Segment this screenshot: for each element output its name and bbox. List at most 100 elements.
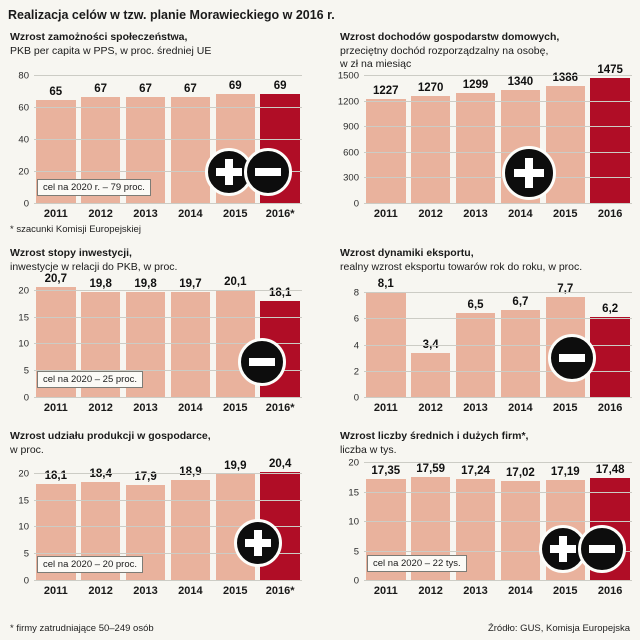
gridline — [364, 521, 632, 522]
x-axis: 2011 2012 2013 2014 2015 2016 — [338, 204, 632, 220]
y-axis-tick-label: 8 — [353, 287, 359, 299]
y-axis-tick-label: 1200 — [337, 96, 359, 108]
x-axis-labels: 2011 2012 2013 2014 2015 2016 — [364, 204, 632, 220]
chart-title-line: liczba w tys. — [340, 443, 397, 456]
bar-value-label: 65 — [49, 86, 63, 98]
x-axis-label: 2015 — [553, 585, 578, 597]
bar-value-label: 20,4 — [268, 457, 292, 470]
x-axis-label: 2015 — [223, 208, 248, 220]
x-axis-labels: 2011 2012 2013 2014 2015 2016* — [34, 581, 302, 597]
gridline — [34, 397, 302, 398]
x-axis-label: 2014 — [508, 402, 533, 414]
y-axis-tick-label: 20 — [18, 166, 29, 178]
x-axis-spacer — [338, 581, 364, 597]
plot-area: 1227 1270 1299 1340 1386 1475 — [364, 64, 632, 204]
gridline — [364, 580, 632, 581]
y-axis-tick-label: 15 — [348, 487, 359, 498]
chart-title-line: inwestycje w relacji do PKB, w proc. — [10, 260, 178, 273]
minus-icon — [238, 338, 286, 386]
x-axis-labels: 2011 2012 2013 2014 2015 2016* — [34, 398, 302, 414]
gridline — [364, 344, 632, 346]
bar-column: 1270 — [410, 76, 451, 204]
y-axis-tick-label: 10 — [18, 338, 29, 350]
status-icons — [539, 525, 626, 573]
minus-icon — [244, 148, 292, 196]
chart-title: Wzrost zamożności społeczeństwa, PKB per … — [10, 31, 302, 73]
chart-title: Wzrost dynamiki eksportu, realny wzrost e… — [340, 247, 632, 277]
x-axis-label: 2013 — [463, 402, 488, 414]
x-axis-label: 2016 — [597, 402, 623, 414]
bar-value-label: 67 — [94, 82, 108, 95]
bar — [170, 479, 211, 581]
bar-value-label: 1340 — [507, 75, 534, 88]
chart-panel-household-income: Wzrost dochodów gospodarstw domowych, prz… — [338, 31, 632, 220]
chart-title-line: realny wzrost eksportu towarów rok do ro… — [340, 260, 583, 273]
bar-chart: 0 5 10 15 20 20,7 19,8 19,8 19,7 20,1 18,1 cel na … — [8, 273, 302, 404]
bar-value-label: 1270 — [417, 81, 444, 94]
bar-value-label: 17,48 — [595, 463, 625, 476]
icon-bar-vertical — [225, 158, 233, 186]
bar-value-label: 7,7 — [557, 283, 574, 296]
y-axis-tick-label: 15 — [18, 495, 29, 507]
x-axis-label: 2012 — [88, 585, 113, 597]
bar-value-label: 19,7 — [179, 278, 202, 291]
bar-value-label: 17,59 — [416, 463, 446, 476]
gridline — [34, 171, 302, 172]
icon-bar-vertical — [559, 535, 567, 563]
bar-value-label: 6,2 — [602, 302, 619, 315]
bar-value-label: 1227 — [373, 85, 399, 98]
footnote-firms: * firmy zatrudniające 50–249 osób — [10, 623, 154, 634]
chart-panel-medium-large-firms: Wzrost liczby średnich i dużych firm*, li… — [338, 430, 632, 597]
bar-value-label: 19,8 — [134, 277, 157, 290]
chart-title-line: w proc. — [10, 443, 44, 456]
gridline — [364, 203, 632, 204]
gridline — [364, 462, 632, 463]
chart-panel-production-share: Wzrost udziału produkcji w gospodarce, w … — [8, 430, 302, 597]
gridline — [364, 75, 632, 76]
x-axis-labels: 2011 2012 2013 2014 2015 2016 — [364, 398, 632, 414]
bar-value-label: 18,9 — [179, 465, 202, 478]
icon-bar-vertical — [525, 158, 533, 188]
bar-value-label: 17,19 — [550, 465, 580, 478]
x-axis-label: 2015 — [553, 208, 578, 220]
bar — [590, 78, 630, 204]
chart-title-line: Wzrost dochodów gospodarstw domowych, — [340, 31, 560, 43]
gridline — [34, 139, 302, 140]
bar — [500, 480, 541, 581]
gridline — [364, 550, 632, 552]
x-axis-label: 2012 — [418, 585, 443, 597]
gridline — [364, 100, 632, 102]
target-note: cel na 2020 – 25 proc. — [37, 371, 144, 388]
chart-title-line: Wzrost stopy inwestycji, — [10, 247, 132, 259]
chart-panel-investment-rate: Wzrost stopy inwestycji, inwestycje w rel… — [8, 247, 302, 414]
x-axis-label: 2013 — [463, 585, 488, 597]
bar-chart: 0 2 4 6 8 8,1 3,4 6,5 6,7 7,7 6,2 — [338, 277, 632, 404]
gridline — [364, 491, 632, 493]
gridline — [34, 107, 302, 108]
gridline — [34, 370, 302, 372]
gridline — [34, 289, 302, 291]
x-axis-label: 2016* — [265, 208, 295, 220]
x-axis-spacer — [8, 204, 34, 220]
y-axis: 0 5 10 15 20 — [8, 463, 34, 586]
bar-value-label: 1386 — [552, 71, 579, 84]
icon-bar-horizontal — [254, 168, 282, 176]
x-axis-label: 2014 — [178, 402, 203, 414]
gridline — [364, 318, 632, 320]
bar — [455, 312, 496, 398]
bar-value-label: 8,1 — [377, 277, 394, 290]
x-axis-label: 2012 — [418, 208, 443, 220]
y-axis-tick-label: 900 — [343, 121, 359, 133]
x-axis-label: 2016* — [265, 585, 295, 597]
chart-title: Wzrost stopy inwestycji, inwestycje w rel… — [10, 247, 302, 277]
x-axis-label: 2011 — [373, 402, 398, 414]
plot-area: 17,35 17,59 17,24 17,02 17,19 17,48 cel na 202… — [364, 462, 632, 581]
bar-value-label: 1299 — [462, 79, 489, 92]
bar — [410, 353, 451, 398]
x-axis-label: 2015 — [553, 402, 578, 414]
x-axis-label: 2016 — [597, 208, 623, 220]
bar — [455, 93, 496, 204]
gridline — [34, 553, 302, 555]
chart-title-line: Wzrost dynamiki eksportu, — [340, 247, 474, 259]
page-title: Realizacja celów w tzw. planie Morawieck… — [8, 8, 335, 22]
